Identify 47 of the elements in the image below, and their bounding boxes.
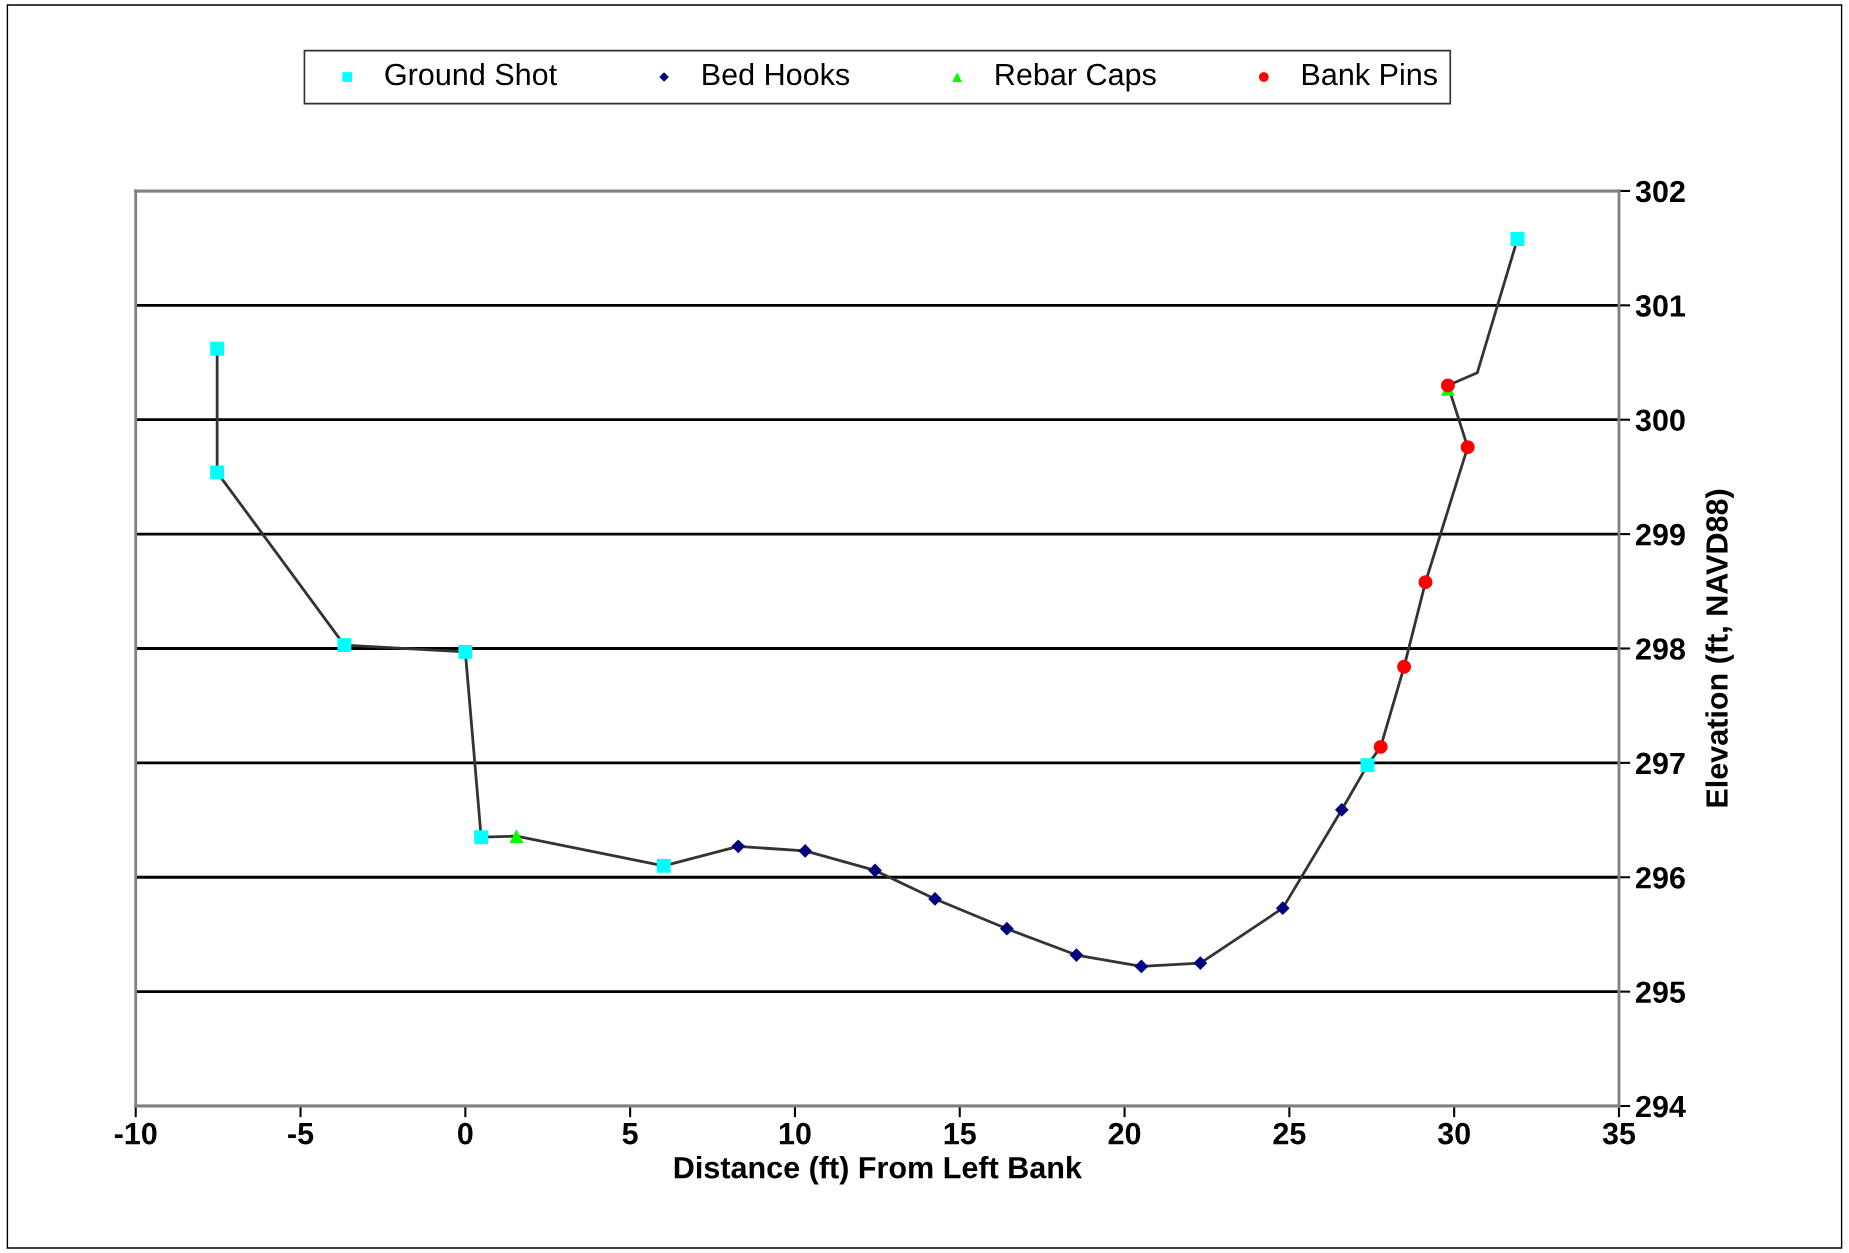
x-axis-title: Distance (ft) From Left Bank — [674, 1156, 1082, 1185]
x-tick-label: -10 — [114, 1122, 157, 1145]
point — [1193, 956, 1208, 970]
legend-label: Bank Pins — [1302, 62, 1437, 86]
point — [1275, 901, 1290, 916]
y-axis-title: Elevation (ft, NAVD88) — [1705, 489, 1734, 807]
x-tick-label: 15 — [944, 1123, 976, 1145]
x-tick-label: 30 — [1437, 1122, 1470, 1145]
point — [509, 829, 524, 844]
point — [210, 341, 225, 356]
point — [1418, 575, 1433, 590]
point — [474, 830, 489, 845]
point — [1373, 739, 1388, 754]
legend-label: Rebar Caps — [996, 62, 1156, 92]
x-tick-label: 35 — [1602, 1122, 1636, 1145]
point — [1000, 921, 1014, 936]
point — [458, 644, 473, 659]
y-tick-label: 295 — [1636, 981, 1686, 1004]
y-tick-label: 294 — [1636, 1095, 1686, 1118]
y-tick-label: 302 — [1635, 180, 1685, 203]
point — [798, 844, 813, 858]
point — [1510, 232, 1525, 246]
x-tick-label: 20 — [1108, 1122, 1141, 1145]
y-tick-label: 297 — [1636, 752, 1685, 775]
legend-label: Bed Hooks — [703, 62, 850, 86]
x-tick-label: -5 — [288, 1123, 314, 1145]
point — [1134, 959, 1149, 974]
point — [1360, 758, 1375, 773]
point — [1397, 659, 1412, 674]
y-tick-label: 298 — [1636, 638, 1685, 660]
legend-label: Ground Shot — [385, 62, 557, 86]
point — [731, 839, 746, 854]
y-tick-label: 299 — [1636, 523, 1685, 546]
point — [1069, 948, 1084, 962]
x-tick-label: 5 — [622, 1123, 638, 1145]
x-tick-label: 10 — [779, 1122, 811, 1145]
y-tick-label: 296 — [1636, 866, 1685, 889]
y-tick-label: 301 — [1635, 295, 1686, 317]
point — [210, 465, 225, 480]
point — [337, 638, 352, 652]
x-tick-label: 25 — [1273, 1122, 1306, 1145]
point — [868, 863, 882, 878]
point — [656, 858, 671, 873]
y-tick-label: 300 — [1635, 409, 1685, 432]
point — [1334, 802, 1349, 817]
x-tick-label: 0 — [458, 1122, 473, 1145]
point — [1460, 440, 1475, 455]
